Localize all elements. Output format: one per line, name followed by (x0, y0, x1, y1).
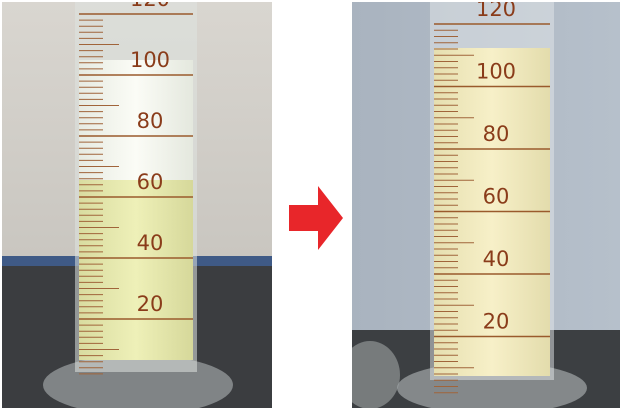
graduation-label: 100 (130, 48, 170, 72)
graduation-label: 60 (483, 185, 510, 209)
graduation-label: 20 (483, 310, 510, 334)
scene: 120 100 80 60 40 20 120 100 80 60 40 20 (0, 0, 620, 410)
graduation-label: 100 (476, 60, 516, 84)
graduation-label: 120 (130, 0, 170, 11)
graduation-label: 80 (137, 109, 164, 133)
page: 12010080604020 12010080604020 (() => { c… (0, 0, 620, 410)
arrow (289, 186, 343, 250)
photo-before: 120 100 80 60 40 20 (2, 0, 272, 410)
graduation-label: 20 (137, 292, 164, 316)
graduation-label: 40 (483, 247, 510, 271)
graduation-label: 40 (137, 231, 164, 255)
graduation-label: 80 (483, 122, 510, 146)
graduation-label: 60 (137, 170, 164, 194)
graduation-label: 120 (476, 0, 516, 21)
photo-after: 120 100 80 60 40 20 (340, 0, 620, 410)
other-glass (340, 341, 400, 409)
